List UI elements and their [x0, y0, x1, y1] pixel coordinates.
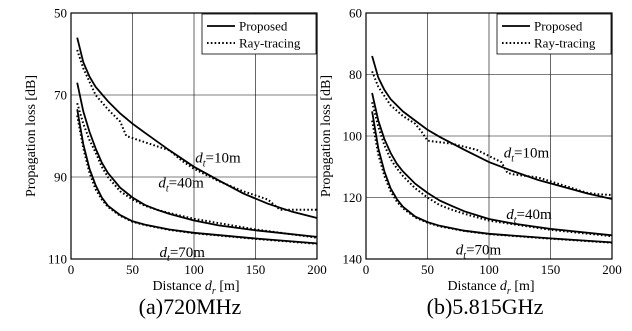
curve-annotation: dt=40m: [158, 175, 204, 194]
legend-label: Ray-tracing: [239, 36, 301, 51]
curve-annotation: dt=10m: [504, 146, 550, 165]
series-line-10m-ray-tracing: [76, 49, 317, 211]
plot-frame: [70, 12, 318, 260]
series-line-10m-proposed: [76, 37, 318, 219]
x-tick-label: 50: [421, 262, 434, 277]
legend-box: [496, 13, 612, 55]
series-line-40m-proposed: [371, 92, 613, 237]
series-line-40m-proposed: [76, 82, 318, 238]
legend: Proposed Ray-tracing: [201, 13, 317, 55]
x-tick-label: 0: [363, 262, 370, 277]
y-axis-label: Propagation loss [dB]: [319, 75, 334, 197]
panel-caption: (b)5.815GHz: [427, 294, 544, 319]
x-tick-label: 150: [246, 262, 266, 277]
x-axis-label: Distance dr [m]: [152, 279, 239, 297]
y-axis-label: Propagation loss [dB]: [24, 75, 39, 197]
y-tick-label: 60: [349, 6, 362, 21]
x-tick-label: 200: [602, 262, 622, 277]
x-tick-label: 100: [184, 262, 204, 277]
curve-annotation: dt=40m: [506, 207, 552, 226]
y-tick-label: 80: [349, 67, 362, 82]
x-tick-label: 0: [68, 262, 75, 277]
x-tick-label: 200: [307, 262, 327, 277]
legend-box: [201, 13, 317, 55]
curve-annotation: dt=10m: [195, 151, 241, 170]
series-line-70m-proposed: [76, 109, 318, 245]
series-line-10m-ray-tracing: [371, 71, 613, 196]
curve-annotation: dt=70m: [160, 245, 206, 264]
series-line-10m-proposed: [371, 55, 613, 200]
y-tick-label: 50: [54, 6, 67, 21]
plot-frame: [365, 12, 613, 260]
legend-label: Ray-tracing: [534, 36, 596, 51]
y-tick-label: 70: [54, 88, 67, 103]
x-axis-label: Distance dr [m]: [447, 279, 534, 297]
x-tick-label: 100: [479, 262, 499, 277]
series-line-40m-ray-tracing: [371, 101, 613, 238]
x-tick-label: 150: [541, 262, 561, 277]
legend: Proposed Ray-tracing: [496, 13, 612, 55]
chart-panel-b: 0 50 100 150 200 60 80 100 120 140 Propagation los…: [319, 6, 622, 320]
y-tick-label: 120: [343, 190, 363, 205]
series-line-40m-ray-tracing: [76, 102, 318, 239]
series-line-70m-proposed: [371, 111, 613, 244]
x-tick-label: 50: [126, 262, 139, 277]
panel-caption: (a)720MHz: [139, 294, 242, 319]
legend-label: Proposed: [239, 19, 288, 34]
y-tick-label: 100: [343, 129, 363, 144]
y-tick-label: 140: [343, 252, 363, 267]
legend-label: Proposed: [534, 19, 583, 34]
curve-annotation: dt=70m: [456, 242, 502, 261]
chart-panel-a: 0 50 100 150 200 50 70 90 110 Propagation loss [d…: [24, 6, 327, 320]
y-tick-label: 110: [48, 252, 67, 267]
y-tick-label: 90: [54, 170, 67, 185]
